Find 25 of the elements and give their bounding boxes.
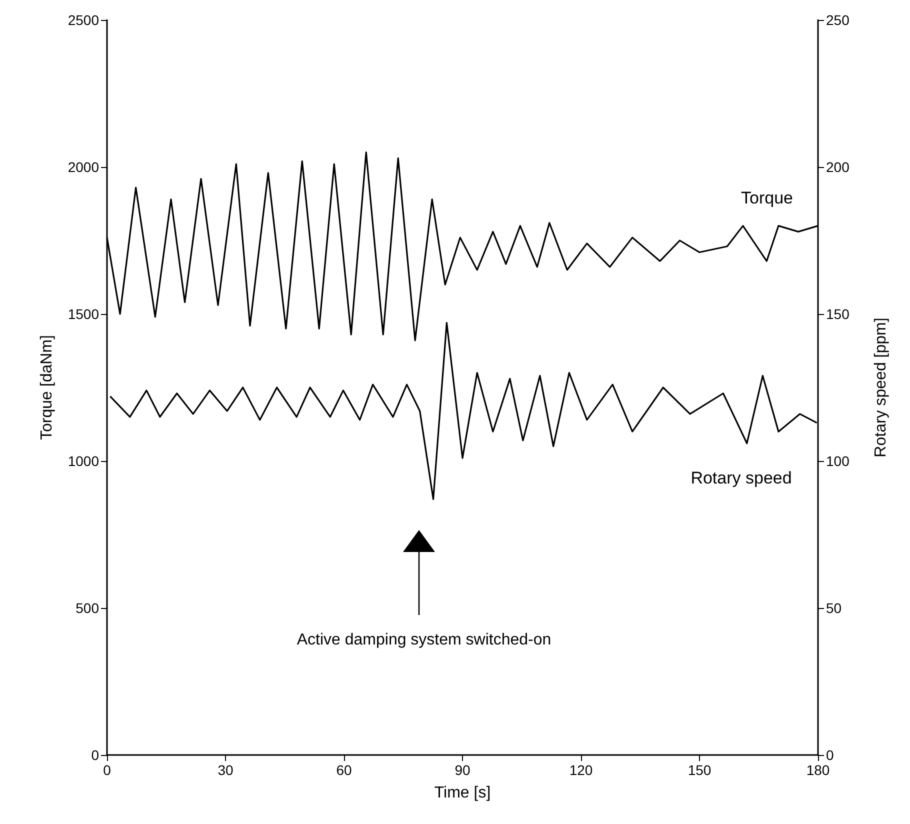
y-tick-label: 2500 (68, 12, 100, 28)
y-tick-label: 1000 (68, 453, 100, 469)
y-tick-label: 2000 (68, 159, 100, 175)
x-axis-title: Time [s] (434, 784, 491, 802)
annotation: Active damping system switched-on (296, 632, 552, 648)
x-tick-label: 180 (806, 762, 830, 778)
y-tick-label: 0 (91, 747, 100, 763)
y2-tick-label: 0 (826, 747, 834, 763)
y-tick-label: 1500 (68, 306, 100, 322)
y-axis-title: Torque [daNm] (38, 335, 56, 440)
x-tick-label: 150 (688, 762, 712, 778)
series-label: Torque (741, 188, 793, 208)
x-tick-label: 60 (336, 762, 352, 778)
x-tick-label: 30 (218, 762, 234, 778)
y2-axis-title: Rotary speed [ppm] (872, 318, 890, 458)
text: Rotary speed (690, 468, 792, 488)
x-tick-label: 90 (454, 762, 470, 778)
y2-tick-label: 250 (826, 12, 850, 28)
y2-tick-label: 50 (826, 600, 842, 616)
x-tick-label: 0 (103, 762, 112, 778)
x-tick-label: 120 (569, 762, 593, 778)
y2-tick-label: 150 (826, 306, 850, 322)
y2-tick-label: 200 (826, 159, 850, 175)
y2-tick-label: 100 (826, 453, 850, 469)
y-tick-label: 500 (76, 600, 100, 616)
